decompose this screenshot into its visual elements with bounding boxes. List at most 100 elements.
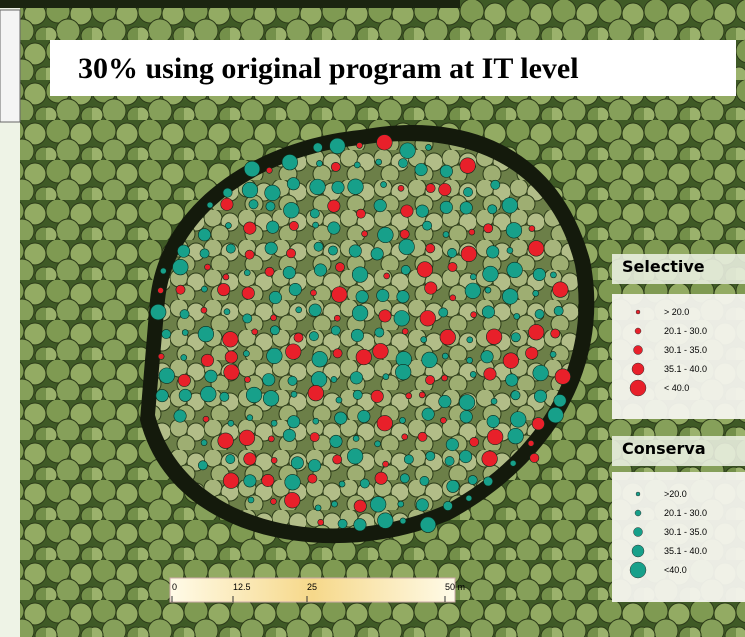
tree-marker [507, 427, 524, 445]
tree-marker [177, 244, 191, 258]
tree-marker [335, 262, 345, 273]
tree-marker [204, 263, 211, 271]
tree-marker [244, 376, 251, 383]
tree-marker [286, 177, 300, 191]
tree-marker [373, 199, 387, 213]
slide-panel [0, 9, 21, 123]
tree-marker [416, 261, 433, 278]
tree-marker [219, 391, 230, 402]
tree-marker [375, 158, 382, 166]
tree-marker [467, 475, 478, 485]
tree-marker [481, 450, 498, 467]
tree-marker [425, 183, 436, 194]
tree-marker [335, 396, 343, 404]
tree-marker [312, 142, 323, 153]
tree-marker [466, 336, 474, 344]
tree-marker [217, 432, 234, 449]
scale-label: 0 [172, 582, 177, 592]
tree-marker [172, 259, 189, 276]
tree-marker [399, 229, 410, 240]
tree-marker [295, 306, 303, 314]
tree-marker [374, 471, 388, 485]
tree-marker [246, 414, 254, 421]
tree-marker [425, 375, 435, 385]
tree-marker [220, 197, 234, 211]
tree-marker [383, 272, 390, 280]
tree-marker [308, 303, 322, 317]
tree-marker [532, 364, 549, 382]
tree-marker [374, 327, 385, 338]
tree-marker [284, 474, 301, 491]
tree-marker [290, 391, 298, 398]
legend-bg [612, 294, 745, 419]
tree-marker [422, 220, 433, 231]
tree-marker [415, 498, 429, 512]
tree-marker [506, 247, 514, 254]
tree-marker [265, 201, 276, 212]
tree-marker [483, 476, 494, 487]
legend-symbol [631, 544, 645, 558]
tree-marker [245, 386, 263, 404]
scale-labels: 0 12.5 25 50 m [171, 582, 465, 602]
tree-marker [347, 448, 364, 465]
tree-marker [244, 249, 255, 260]
tree-marker [350, 328, 364, 342]
tree-marker [359, 478, 370, 489]
tree-marker [264, 241, 278, 255]
tree-marker [355, 290, 369, 304]
tree-marker [334, 411, 348, 425]
tree-marker [483, 223, 494, 234]
tree-marker [312, 221, 319, 229]
legend-symbol [633, 527, 643, 537]
tree-marker [395, 364, 412, 381]
tree-marker [550, 271, 557, 279]
tree-marker [510, 332, 521, 343]
tree-marker [482, 265, 499, 283]
tree-marker [440, 417, 447, 424]
tree-marker [285, 343, 302, 360]
legend-heading: Conserva [622, 439, 706, 458]
tree-marker [243, 221, 257, 235]
tree-marker [463, 187, 473, 197]
tree-marker [399, 473, 410, 484]
tree-marker [223, 364, 240, 381]
tree-marker [447, 262, 458, 272]
tree-marker [459, 201, 473, 215]
tree-marker [438, 183, 452, 197]
tree-marker [197, 228, 211, 242]
tree-marker [243, 474, 257, 488]
tree-marker [179, 309, 190, 320]
tree-marker [532, 290, 540, 297]
tree-marker [150, 304, 167, 321]
legend-item: >20.0 [664, 489, 687, 499]
tree-marker [353, 499, 367, 513]
legend-head-bg [612, 436, 745, 466]
tree-marker [266, 347, 283, 365]
tree-marker [289, 221, 299, 231]
tree-marker [283, 202, 300, 219]
tree-marker [509, 459, 517, 467]
tree-marker [155, 389, 169, 403]
tree-marker [480, 350, 494, 364]
legend-item: 20.1 - 30.0 [664, 508, 707, 518]
tree-marker [484, 286, 492, 294]
legend-symbol [629, 379, 647, 397]
tree-marker [270, 314, 277, 322]
legend-heading: Selective [622, 257, 705, 276]
tree-marker [487, 204, 498, 215]
tree-marker [197, 325, 214, 343]
tree-marker [419, 310, 436, 327]
tree-marker [222, 331, 239, 348]
tree-marker [264, 184, 281, 201]
tree-marker [331, 180, 345, 194]
tree-marker [357, 409, 371, 423]
tree-marker [465, 494, 473, 502]
tree-marker [481, 305, 495, 319]
tree-marker [502, 352, 519, 369]
tree-marker [282, 266, 296, 280]
tree-marker [393, 310, 410, 327]
tree-marker [361, 230, 368, 238]
tree-marker [354, 161, 361, 169]
tree-marker [447, 248, 457, 258]
